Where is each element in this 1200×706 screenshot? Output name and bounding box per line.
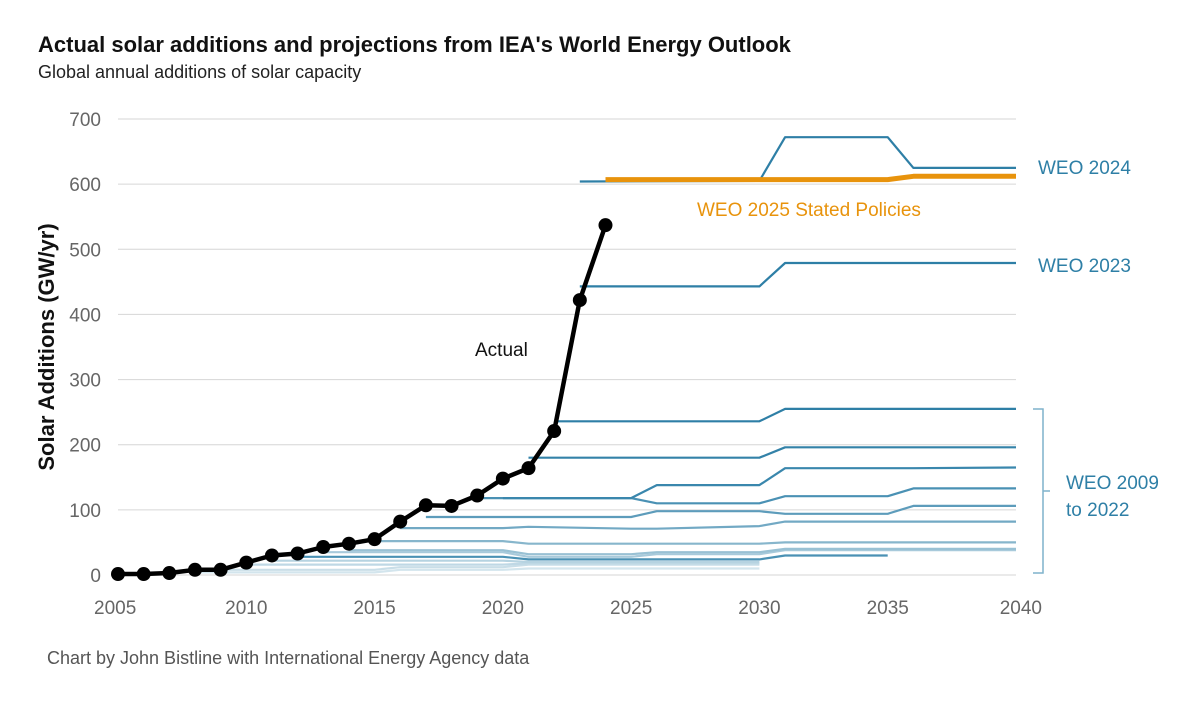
series-line-weo-2017 (400, 520, 1016, 530)
x-tick-label: 2035 (867, 598, 909, 619)
actual-point-2024 (598, 218, 613, 233)
series-line-weo-2016 (374, 540, 1016, 545)
x-tick-label: 2025 (610, 598, 652, 619)
y-tick-label: 200 (69, 436, 101, 457)
actual-points (111, 218, 613, 582)
x-tick-labels: 2005 2010 2015 2020 2025 2030 2035 2040 (94, 598, 1042, 619)
series-line-actual (118, 224, 608, 577)
series-line-weo-2025-stated-policies (605, 173, 1016, 183)
series-line-weo-2011 (246, 562, 760, 566)
actual-point-2007 (162, 566, 177, 581)
series-line-weo-2015 (348, 547, 1016, 556)
actual-point-2015 (367, 532, 382, 547)
y-axis-label: Solar Additions (GW/yr) (34, 223, 59, 470)
gridlines (118, 118, 1016, 576)
actual-point-2019 (470, 488, 485, 503)
actual-point-2009 (213, 562, 228, 577)
actual-point-2022 (547, 424, 562, 439)
actual-point-2006 (136, 567, 151, 582)
series-line-weo-2018 (425, 504, 1016, 519)
series-line-weo-2009 (195, 567, 760, 574)
series-lines (118, 136, 1017, 577)
series-line-weo-2023 (579, 261, 1016, 288)
source-note: Chart by John Bistline with Internationa… (47, 648, 530, 668)
y-tick-label: 500 (69, 240, 101, 261)
actual-label: Actual (475, 340, 528, 361)
chart-title: Actual solar additions and projections f… (38, 32, 792, 57)
y-tick-label: 300 (69, 371, 101, 392)
actual-point-2014 (341, 536, 356, 551)
actual-point-2023 (572, 293, 587, 308)
actual-point-2011 (264, 548, 279, 563)
weo-range-bracket (1033, 408, 1050, 574)
series-line-weo-2013 (297, 554, 888, 561)
x-tick-label: 2040 (1000, 598, 1042, 619)
actual-point-2005 (111, 567, 125, 582)
x-tick-label: 2005 (94, 598, 136, 619)
series-line-weo-2020 (502, 466, 1017, 500)
y-tick-label: 100 (69, 501, 101, 522)
actual-point-2018 (444, 498, 459, 513)
actual-point-2016 (393, 514, 408, 529)
weo2025-label: WEO 2025 Stated Policies (697, 200, 921, 221)
y-tick-label: 0 (90, 566, 101, 587)
weo2023-label: WEO 2023 (1038, 256, 1131, 277)
y-tick-label: 600 (69, 175, 101, 196)
chart-subtitle: Global annual additions of solar capacit… (38, 62, 361, 82)
actual-point-2021 (521, 461, 536, 476)
actual-point-2020 (495, 471, 510, 486)
x-tick-label: 2010 (225, 598, 267, 619)
series-line-weo-2014 (323, 549, 1016, 558)
x-tick-label: 2030 (738, 598, 780, 619)
weo2024-label: WEO 2024 (1038, 158, 1131, 179)
x-tick-label: 2020 (482, 598, 524, 619)
actual-point-2008 (187, 562, 202, 577)
actual-point-2010 (239, 555, 254, 570)
actual-point-2013 (316, 539, 331, 554)
actual-point-2012 (290, 546, 305, 561)
weo-range-label-line1: WEO 2009 (1066, 473, 1159, 494)
y-tick-label: 700 (69, 110, 101, 131)
y-tick-labels: 0 100 200 300 400 500 600 700 (69, 110, 101, 587)
weo-range-label-line2: to 2022 (1066, 500, 1129, 521)
series-line-weo-2022 (554, 407, 1016, 423)
series-line-weo-2012 (271, 559, 760, 564)
series-line-weo-2019 (477, 487, 1016, 505)
x-tick-label: 2015 (353, 598, 395, 619)
actual-point-2017 (418, 498, 433, 513)
series-line-weo-2021 (528, 446, 1016, 459)
y-tick-label: 400 (69, 305, 101, 326)
series-line-weo-2010 (220, 563, 760, 571)
